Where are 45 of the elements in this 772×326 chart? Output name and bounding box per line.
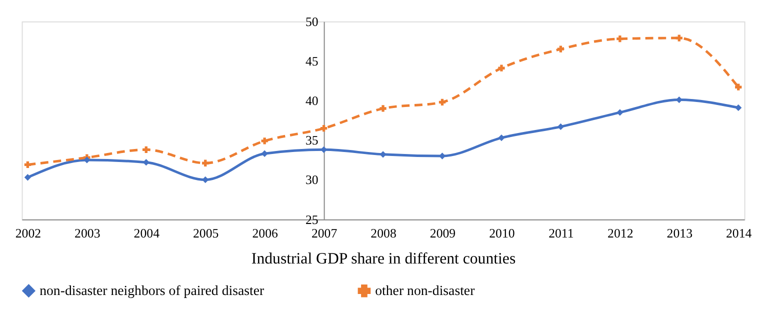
x-tick-label: 2011 bbox=[548, 226, 574, 241]
y-tick-label: 40 bbox=[306, 94, 318, 108]
point bbox=[676, 96, 682, 104]
point bbox=[261, 138, 268, 144]
x-tick-label: 2014 bbox=[726, 226, 752, 241]
point bbox=[84, 156, 90, 164]
point bbox=[202, 160, 209, 166]
y-tick-label: 45 bbox=[306, 54, 318, 68]
y-tick-label: 35 bbox=[306, 134, 318, 148]
legend-label: other non-disaster bbox=[375, 282, 476, 298]
point bbox=[261, 150, 268, 157]
point bbox=[616, 35, 624, 42]
x-axis-title: Industrial GDP share in different counties bbox=[251, 250, 516, 268]
legend-label: non-disaster neighbors of paired disaster bbox=[40, 282, 264, 298]
x-tick-label: 2006 bbox=[252, 226, 279, 241]
x-tick-label: 2012 bbox=[608, 226, 634, 241]
point bbox=[202, 176, 209, 184]
point bbox=[735, 104, 742, 112]
y-tick-label: 50 bbox=[306, 14, 318, 29]
point bbox=[142, 159, 150, 166]
x-tick-label: 2009 bbox=[430, 226, 456, 241]
x-tick-label: 2007 bbox=[311, 226, 338, 241]
point bbox=[498, 64, 505, 72]
point bbox=[380, 151, 386, 158]
point bbox=[24, 174, 32, 181]
y-tick-label: 30 bbox=[306, 173, 318, 188]
x-tick-label: 2013 bbox=[666, 226, 692, 241]
point bbox=[616, 109, 624, 116]
x-tick-label: 2010 bbox=[489, 226, 515, 241]
x-tick-label: 2003 bbox=[74, 226, 100, 241]
point bbox=[557, 123, 564, 130]
x-tick-label: 2004 bbox=[134, 226, 160, 241]
x-tick-label: 2005 bbox=[193, 226, 219, 241]
point bbox=[320, 124, 328, 132]
point bbox=[498, 134, 505, 142]
y-tick-label: 25 bbox=[306, 212, 318, 227]
point bbox=[676, 34, 682, 42]
point bbox=[142, 146, 150, 153]
point bbox=[438, 98, 446, 106]
point bbox=[380, 105, 386, 112]
x-tick-label: 2008 bbox=[370, 226, 396, 241]
point bbox=[557, 46, 564, 52]
point bbox=[24, 161, 32, 168]
point bbox=[735, 84, 742, 90]
x-tick-label: 2002 bbox=[15, 226, 42, 241]
